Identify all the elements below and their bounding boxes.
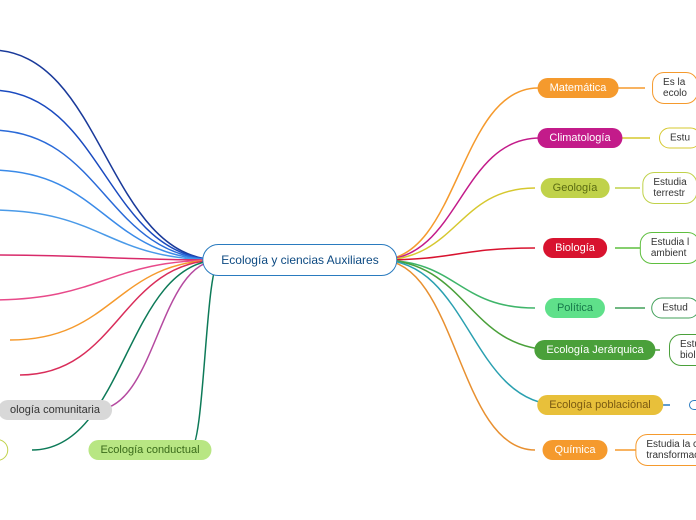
center-topic[interactable]: Ecología y ciencias Auxiliares xyxy=(202,244,397,276)
branch-right-7[interactable]: Química xyxy=(543,440,608,460)
leaf-right-1: Estu xyxy=(659,128,696,149)
branch-right-2[interactable]: Geología xyxy=(541,178,610,198)
branch-right-6[interactable]: Ecología poblaciónal xyxy=(537,395,663,415)
leaf-right-4: Estud xyxy=(651,298,696,319)
branch-left-4[interactable]: Ecología conductual xyxy=(88,440,211,460)
leaf-right-6 xyxy=(689,400,696,410)
branch-right-3[interactable]: Biología xyxy=(543,238,607,258)
leaf-right-3: Estudia l ambient xyxy=(640,232,696,264)
branch-right-4[interactable]: Política xyxy=(545,298,605,318)
branch-left-2[interactable]: ología comunitaria xyxy=(0,400,112,420)
leaf-right-7: Estudia la co transformaci xyxy=(635,434,696,466)
branch-right-5[interactable]: Ecología Jerárquica xyxy=(534,340,655,360)
leaf-right-0: Es la ecolo xyxy=(652,72,696,104)
leaf-right-5: Estu biol xyxy=(669,334,696,366)
leaf-right-2: Estudia terrestr xyxy=(642,172,696,204)
branch-right-0[interactable]: Matemática xyxy=(538,78,619,98)
branch-right-1[interactable]: Climatología xyxy=(537,128,622,148)
